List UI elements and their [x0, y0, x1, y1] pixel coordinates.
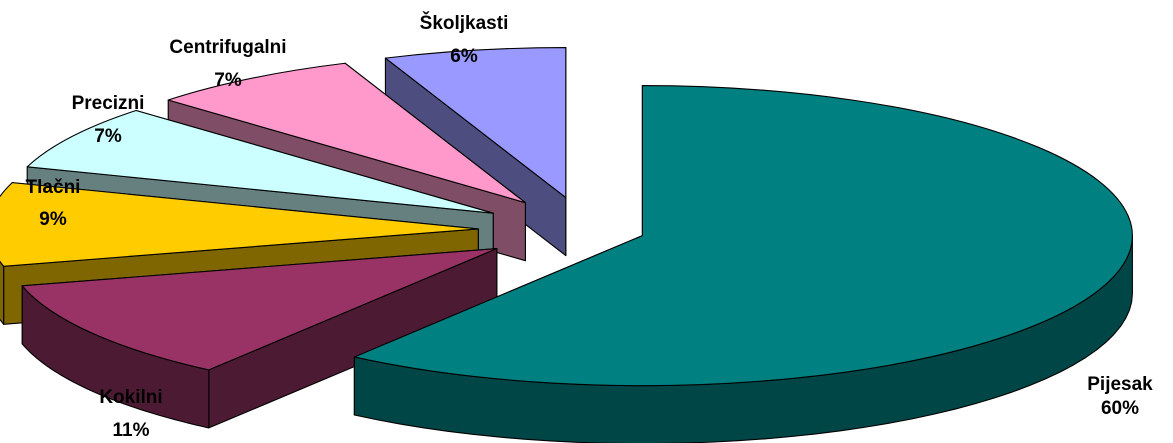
- slice-tlacni: [0, 182, 479, 267]
- label-kokilni-value: 11%: [113, 420, 150, 441]
- label-skoljkasti-value: 6%: [450, 46, 478, 67]
- label-centrifugalni-value: 7%: [214, 70, 242, 91]
- label-centrifugalni-name: Centrifugalni: [169, 37, 286, 58]
- pie-labels: Pijesak 60% Kokilni 11% Tlačni 9% Preciz…: [26, 12, 1154, 441]
- label-pijesak-value: 60%: [1101, 398, 1139, 419]
- slice-skoljkasti: [384, 47, 567, 199]
- pie-slices: [0, 47, 1133, 443]
- slice-pijesak: [353, 85, 1133, 387]
- label-pijesak-name: Pijesak: [1087, 374, 1153, 395]
- label-precizni-name: Precizni: [72, 93, 145, 114]
- slice-tlacni-rim: [0, 260, 5, 325]
- label-precizni-value: 7%: [94, 126, 122, 147]
- slice-kokilni: [21, 247, 498, 371]
- label-tlacni-value: 9%: [39, 209, 67, 230]
- label-skoljkasti-name: Školjkasti: [420, 12, 509, 34]
- slice-precizni: [26, 109, 494, 214]
- label-kokilni-name: Kokilni: [99, 387, 162, 408]
- label-tlacni-name: Tlačni: [26, 177, 81, 198]
- slice-centrifugalni: [167, 62, 526, 204]
